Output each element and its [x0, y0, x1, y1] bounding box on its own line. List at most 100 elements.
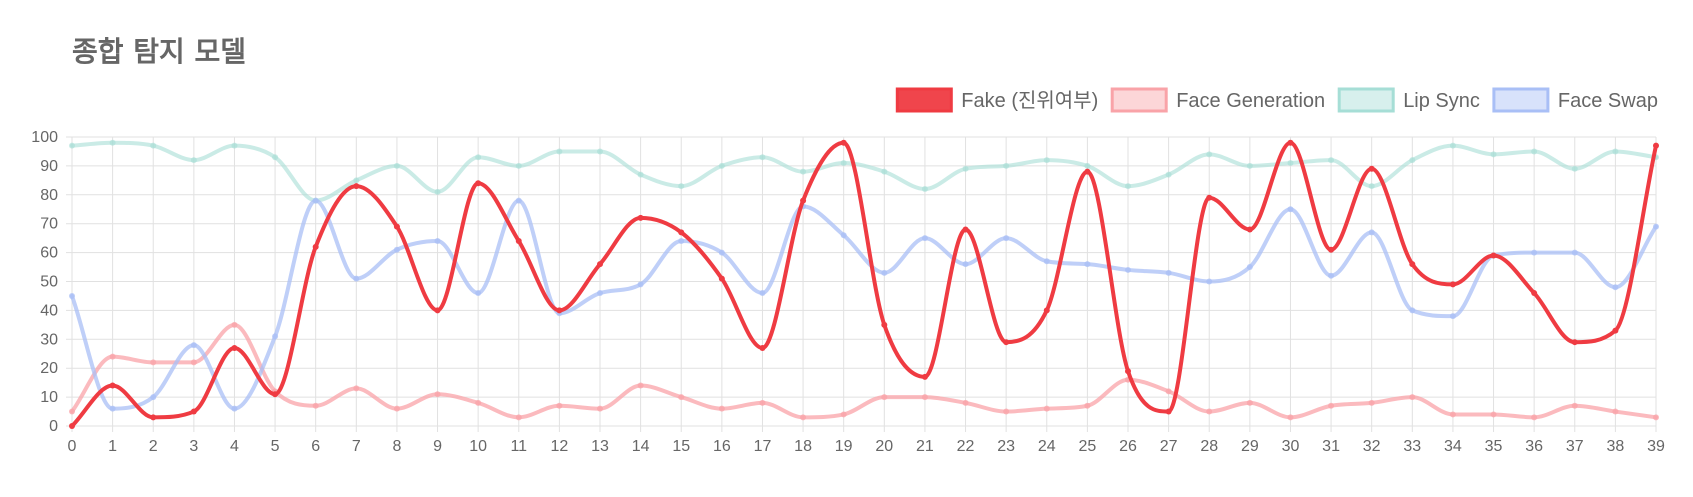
x-tick-label: 9 [433, 438, 442, 455]
series-face-generation-point [1368, 399, 1375, 406]
series-fake-point [597, 261, 603, 268]
series-fake-point [434, 307, 441, 314]
series-fake [69, 139, 1659, 429]
series-face-swap-point [1368, 229, 1375, 236]
series-lip-sync-point [150, 142, 157, 149]
series-lip-sync-point [637, 171, 644, 178]
x-tick-label: 36 [1525, 438, 1543, 455]
series-face-generation-point [393, 405, 400, 412]
series-face-generation-point [1043, 405, 1050, 412]
series-face-swap-point [1003, 235, 1010, 242]
x-tick-label: 32 [1363, 438, 1381, 455]
series-face-generation-point [434, 391, 441, 398]
series-group [69, 139, 1659, 429]
series-face-generation-point [1328, 402, 1335, 409]
series-lip-sync-point [69, 142, 75, 149]
series-face-generation-point [1612, 408, 1619, 415]
series-face-swap-line [70, 198, 1658, 411]
series-face-swap-point [393, 246, 400, 253]
y-tick-label: 40 [40, 302, 58, 319]
series-fake-point [272, 391, 279, 398]
y-tick-label: 0 [49, 418, 58, 435]
series-fake-point [1449, 281, 1456, 288]
y-tick-label: 30 [40, 331, 58, 348]
series-fake-point [1571, 339, 1578, 346]
x-tick-label: 6 [311, 438, 320, 455]
x-tick-label: 31 [1322, 438, 1340, 455]
series-face-swap-point [678, 238, 685, 245]
series-face-swap-point [1409, 307, 1416, 314]
x-tick-label: 10 [469, 438, 487, 455]
series-face-swap-point [1449, 313, 1456, 320]
series-fake-point [515, 238, 522, 245]
series-lip-sync-point [597, 148, 603, 155]
legend-item-face-swap[interactable]: Face Swap [1492, 87, 1658, 113]
series-fake-point [556, 307, 563, 314]
series-lip-sync-point [921, 186, 928, 193]
x-tick-label: 5 [271, 438, 280, 455]
series-face-generation [69, 321, 1659, 421]
y-tick-label: 70 [40, 216, 58, 233]
series-face-generation-point [69, 408, 75, 415]
series-face-swap-point [150, 394, 157, 401]
series-face-generation-point [1571, 402, 1578, 409]
series-face-generation-point [1165, 388, 1172, 395]
series-face-generation-point [1084, 402, 1091, 409]
series-lip-sync-point [1490, 151, 1497, 158]
series-face-swap-point [597, 290, 603, 297]
series-face-generation-line [70, 322, 1658, 420]
series-fake-point [393, 223, 400, 230]
series-fake-point [800, 197, 807, 204]
series-fake-point [1246, 226, 1253, 233]
series-face-swap-point [881, 269, 888, 276]
series-lip-sync-point [1612, 148, 1619, 155]
series-face-generation-point [353, 385, 360, 392]
series-face-swap-point [921, 235, 928, 242]
x-tick-label: 12 [550, 438, 568, 455]
series-fake-point [1409, 261, 1416, 268]
x-tick-label: 0 [68, 438, 77, 455]
x-tick-label: 38 [1606, 438, 1624, 455]
series-face-generation-point [1490, 411, 1497, 418]
series-fake-point [1084, 168, 1091, 175]
y-tick-label: 50 [40, 274, 58, 291]
series-face-swap-point [353, 275, 360, 282]
series-lip-sync-point [840, 160, 847, 167]
legend-item-face-generation[interactable]: Face Generation [1110, 87, 1325, 113]
series-face-generation-point [1003, 408, 1010, 415]
series-fake-point [1328, 246, 1335, 253]
series-lip-sync-point [190, 157, 197, 164]
series-face-generation-point [718, 405, 725, 412]
series-face-swap-point [272, 333, 279, 340]
x-tick-label: 29 [1241, 438, 1259, 455]
series-fake-point [1003, 339, 1010, 346]
series-lip-sync-point [1043, 157, 1050, 164]
series-face-swap-point [312, 197, 319, 204]
series-fake-point [475, 180, 482, 187]
x-tick-label: 15 [672, 438, 690, 455]
x-tick-label: 18 [794, 438, 812, 455]
series-face-generation-point [1409, 394, 1416, 401]
series-face-swap [69, 197, 1659, 412]
series-face-generation-point [759, 399, 766, 406]
x-tick-label: 16 [713, 438, 731, 455]
series-lip-sync-point [515, 162, 522, 169]
x-tick-label: 19 [835, 438, 853, 455]
series-face-generation-point [637, 382, 644, 389]
series-lip-sync-point [272, 154, 279, 161]
x-tick-label: 20 [875, 438, 893, 455]
series-face-swap-point [1206, 278, 1213, 285]
series-face-generation-point [1287, 414, 1294, 421]
x-tick-label: 8 [392, 438, 401, 455]
legend-item-fake[interactable]: Fake (진위여부) [895, 87, 1098, 113]
series-face-generation-point [312, 402, 319, 409]
series-face-swap-point [1165, 269, 1172, 276]
x-tick-label: 27 [1160, 438, 1178, 455]
legend-item-lip-sync[interactable]: Lip Sync [1337, 87, 1480, 113]
series-fake-point [921, 373, 928, 380]
series-fake-point [1043, 307, 1050, 314]
series-face-swap-point [190, 342, 197, 349]
series-fake-point [1206, 194, 1213, 201]
series-fake-point [962, 226, 969, 233]
